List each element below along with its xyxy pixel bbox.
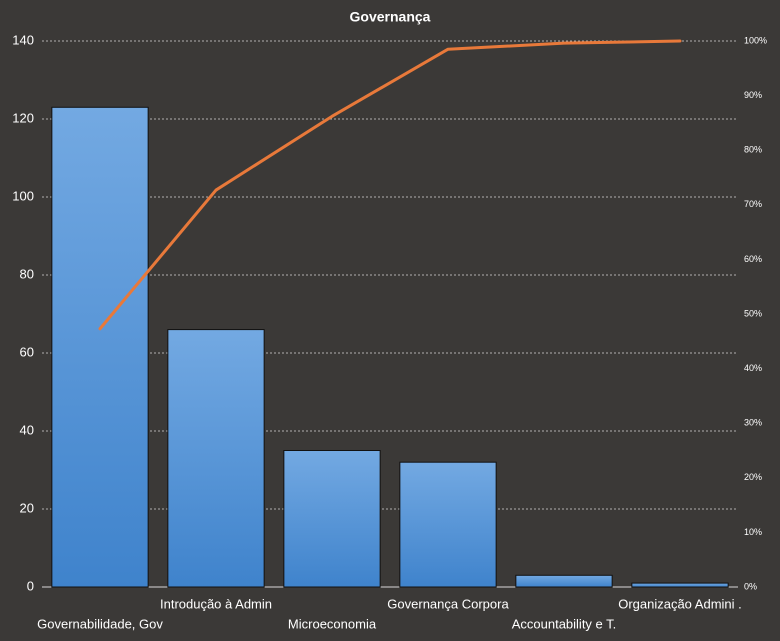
y-tick-label: 80	[20, 266, 34, 281]
chart-title: Governança	[350, 9, 431, 25]
y-tick-label: 0	[27, 578, 34, 593]
y-tick-label: 20	[20, 500, 34, 515]
y2-tick-label: 40%	[744, 363, 762, 373]
x-tick-label: Governança Corpora	[387, 596, 509, 611]
bar	[51, 106, 149, 588]
bar	[283, 450, 381, 588]
bar	[631, 582, 729, 588]
x-tick-label: Governabilidade, Gov	[37, 616, 163, 631]
pareto-line	[98, 39, 682, 331]
y-tick-label: 120	[12, 110, 34, 125]
x-tick-label: Introdução à Admin	[160, 596, 272, 611]
y-tick-label: 60	[20, 344, 34, 359]
x-tick-label: Accountability e T.	[512, 616, 617, 631]
y2-tick-label: 60%	[744, 254, 762, 264]
x-tick-label: Organização Admini .	[618, 596, 742, 611]
y2-tick-label: 0%	[744, 581, 757, 591]
y2-tick-label: 100%	[744, 35, 767, 45]
bar	[167, 329, 265, 588]
bar	[399, 461, 497, 588]
y2-tick-label: 10%	[744, 527, 762, 537]
y-tick-label: 140	[12, 32, 34, 47]
y2-tick-label: 90%	[744, 90, 762, 100]
y-tick-label: 100	[12, 188, 34, 203]
y2-tick-label: 20%	[744, 472, 762, 482]
y2-tick-label: 30%	[744, 418, 762, 428]
x-tick-label: Microeconomia	[288, 616, 377, 631]
bar	[515, 574, 613, 588]
y2-tick-label: 50%	[744, 308, 762, 318]
y2-tick-label: 70%	[744, 199, 762, 209]
y-tick-label: 40	[20, 422, 34, 437]
y2-tick-label: 80%	[744, 145, 762, 155]
